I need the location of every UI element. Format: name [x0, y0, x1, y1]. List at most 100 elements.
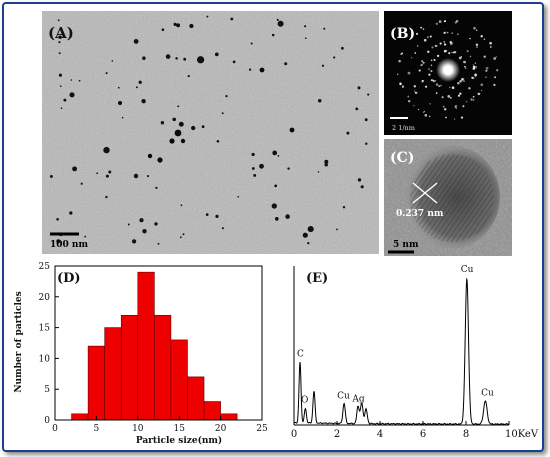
scale-bar-a-label: 100 nm: [50, 240, 88, 250]
nanoparticle: [251, 152, 255, 157]
histogram-axes: 0 5 10 15 20 25 0 5 10 15 20 25: [39, 262, 268, 434]
tem-micrograph-panel: (A) 100 nm: [42, 11, 379, 254]
nanoparticle: [271, 203, 277, 209]
nanoparticle: [174, 129, 182, 137]
diffraction-rings: [396, 19, 499, 120]
nanoparticle: [180, 204, 183, 207]
nanoparticle: [304, 25, 307, 28]
panel-label-e: (E): [306, 271, 328, 286]
diffraction-spot: [448, 52, 451, 55]
nanoparticle: [78, 79, 81, 82]
diffraction-spot: [415, 32, 419, 35]
diffraction-spot: [440, 84, 442, 87]
nanoparticle: [135, 86, 138, 89]
nanoparticle: [179, 236, 182, 239]
nanoparticle: [69, 211, 73, 215]
histogram-xtick-label: 10: [132, 424, 144, 434]
histogram-xtick-label: 20: [215, 424, 227, 434]
particle-size-histogram: (D) 0 5 10 15 20 25 0 5 10 15 20 25 Particle size(n…: [14, 262, 268, 446]
histogram-xlabel: Particle size(nm): [136, 435, 222, 446]
diffraction-spot: [435, 83, 439, 86]
nanoparticle: [259, 67, 265, 73]
histogram-bar: [203, 401, 221, 421]
diffraction-spot: [454, 118, 456, 120]
diffraction-spot: [483, 55, 486, 58]
diffraction-spot: [472, 67, 476, 70]
nanoparticle: [365, 142, 368, 145]
diffraction-spot: [427, 50, 430, 54]
nanoparticle: [49, 174, 53, 178]
diffraction-spot: [496, 69, 499, 72]
nanoparticle: [121, 116, 124, 119]
nanoparticle: [230, 17, 234, 21]
diffraction-spot: [439, 42, 442, 45]
nanoparticle: [216, 139, 220, 143]
diffraction-spot: [463, 80, 465, 82]
fringe-marker-line-2: [412, 182, 438, 204]
diffraction-spot: [481, 89, 483, 92]
nanoparticle: [317, 171, 320, 173]
nanoparticle: [248, 68, 252, 71]
diffraction-spot: [457, 82, 460, 85]
diffraction-spot: [475, 29, 478, 31]
nanoparticle: [157, 157, 163, 163]
nanoparticle: [111, 60, 114, 62]
histogram-bars: [71, 271, 238, 421]
diffraction-spot: [489, 41, 492, 45]
nanoparticle: [357, 86, 361, 90]
diffraction-spot: [444, 43, 447, 46]
diffraction-spot: [489, 45, 492, 48]
nanoparticle: [154, 222, 158, 226]
nanoparticle: [357, 178, 362, 182]
peak-label: Ag: [351, 394, 364, 404]
nanoparticle: [133, 173, 139, 179]
hrtem-panel: (C) 0.237 nm 5 nm: [384, 139, 512, 256]
diffraction-spot: [472, 64, 474, 66]
peak-label: Cu: [461, 265, 474, 275]
nanoparticle: [105, 174, 109, 178]
nanoparticle: [84, 235, 87, 238]
nanoparticle: [215, 214, 219, 219]
nanoparticle: [196, 56, 205, 64]
diffraction-spot: [451, 51, 453, 54]
nanoparticle: [305, 37, 307, 39]
scale-bar-c-label: 5 nm: [393, 240, 419, 250]
nanoparticle: [96, 172, 99, 175]
spectrum-xtick-label: 0: [291, 429, 297, 440]
diffraction-spot: [413, 90, 416, 92]
nanoparticle: [176, 23, 181, 28]
diffraction-spot: [453, 51, 457, 54]
diffraction-spot: [454, 106, 457, 109]
nanoparticle: [272, 150, 278, 156]
diffraction-spot: [444, 31, 446, 34]
nanoparticle: [277, 155, 280, 157]
diffraction-spot: [449, 97, 452, 99]
diffraction-spot: [420, 64, 422, 66]
diffraction-spot: [449, 42, 453, 46]
nanoparticle: [367, 93, 370, 96]
nanoparticle: [175, 57, 178, 60]
nanoparticle: [251, 167, 255, 170]
histogram-ytick-label: 20: [39, 293, 51, 303]
nanoparticle: [274, 217, 279, 221]
diffraction-spot: [474, 73, 477, 77]
nanoparticle: [177, 105, 180, 108]
nanoparticle: [187, 75, 190, 78]
diffraction-spot: [474, 62, 476, 64]
histogram-xtick-label: 15: [173, 424, 185, 434]
nanoparticle: [56, 239, 61, 244]
histogram-bar: [187, 376, 205, 421]
diffraction-spot: [422, 61, 425, 64]
nanoparticle: [157, 242, 160, 245]
diffraction-spot: [472, 65, 476, 68]
nanoparticle: [259, 163, 264, 169]
diffraction-spot: [428, 68, 430, 71]
nanoparticle: [133, 39, 139, 44]
nanoparticle: [253, 173, 257, 177]
diffraction-spot: [458, 56, 462, 60]
nanoparticle: [146, 175, 149, 178]
tem-micrograph-texture: [42, 11, 379, 254]
nanoparticle: [182, 233, 185, 236]
